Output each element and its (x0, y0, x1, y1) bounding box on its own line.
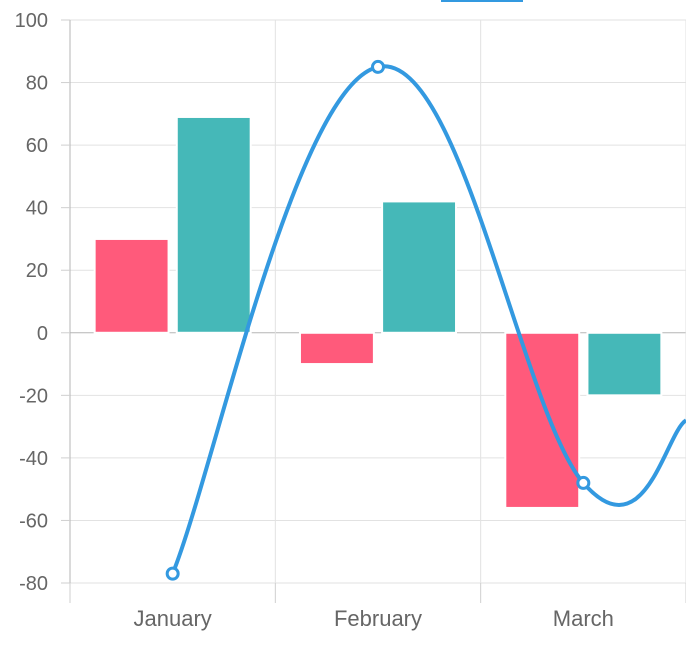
y-tick-label: 60 (26, 135, 48, 157)
bars-layer (93, 115, 663, 509)
bar[interactable] (175, 115, 252, 334)
line-point[interactable] (576, 475, 591, 490)
y-tick-label: 20 (26, 260, 48, 282)
bar[interactable] (504, 331, 581, 509)
x-tick-label: January (134, 606, 212, 631)
line-layer (165, 59, 686, 581)
y-tick-label: -80 (19, 573, 48, 595)
line-series (170, 64, 686, 575)
bar[interactable] (381, 200, 458, 334)
y-tick-label: -60 (19, 510, 48, 532)
bar[interactable] (93, 237, 170, 334)
y-tick-label: 0 (37, 323, 48, 345)
y-tick-label: 80 (26, 73, 48, 95)
y-tick-label: -20 (19, 385, 48, 407)
y-tick-label: 100 (15, 10, 48, 32)
axis-layer: 100 80 60 40 20 0 -20 -40 -60 -80 January February M… (15, 10, 686, 631)
bar[interactable] (586, 331, 663, 397)
x-tick-label: February (334, 606, 422, 631)
bar[interactable] (298, 331, 375, 366)
y-tick-label: 40 (26, 198, 48, 220)
legend[interactable] (441, 0, 523, 2)
y-tick-label: -40 (19, 448, 48, 470)
legend-swatch[interactable] (441, 0, 523, 2)
x-tick-label: March (553, 606, 614, 631)
grid-layer (69, 19, 686, 584)
line-point[interactable] (371, 59, 385, 74)
line-point[interactable] (165, 566, 180, 581)
